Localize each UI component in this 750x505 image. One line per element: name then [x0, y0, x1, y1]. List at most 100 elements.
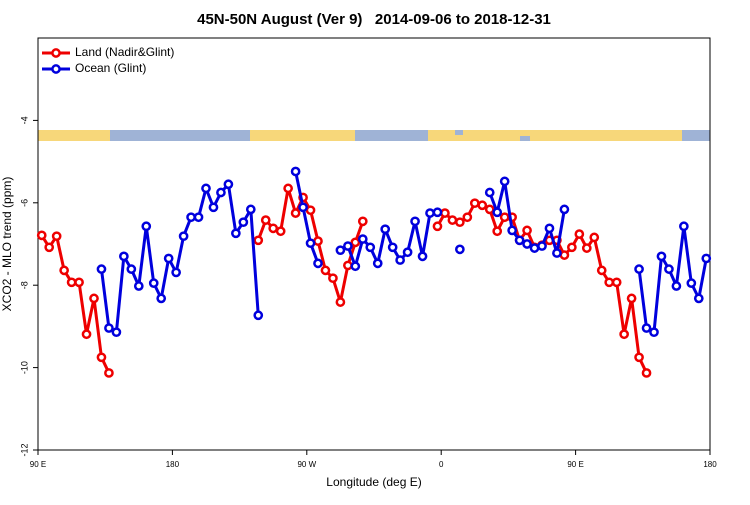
- data-point: [604, 277, 615, 288]
- y-axis-label: XCO2 - MLO trend (ppm): [0, 177, 14, 312]
- data-point: [634, 264, 644, 274]
- data-point: [477, 200, 488, 211]
- data-point: [484, 204, 495, 215]
- data-point: [89, 293, 99, 304]
- data-point: [372, 258, 383, 269]
- data-point: [119, 251, 129, 262]
- x-tick-label: 90 E: [567, 460, 583, 469]
- data-point: [320, 265, 331, 276]
- data-point: [455, 217, 465, 228]
- data-point: [357, 234, 368, 244]
- legend-marker: [51, 64, 61, 74]
- data-point: [201, 183, 211, 194]
- data-point: [343, 260, 353, 271]
- land-strip: [38, 130, 110, 141]
- data-point: [223, 179, 234, 190]
- data-point: [350, 237, 361, 248]
- data-point: [641, 368, 652, 378]
- legend-label: Land (Nadir&Glint): [75, 45, 174, 59]
- data-point: [81, 329, 92, 340]
- data-point: [66, 277, 77, 288]
- data-point: [96, 352, 107, 363]
- data-point: [469, 198, 480, 209]
- map-strip: [38, 130, 710, 141]
- data-point: [36, 230, 47, 241]
- data-point: [44, 242, 55, 253]
- data-point: [641, 323, 652, 333]
- data-point: [148, 278, 159, 288]
- y-tick-label: -6: [19, 199, 29, 207]
- data-point: [499, 212, 510, 223]
- x-tick-label: 90 E: [30, 460, 46, 469]
- data-point: [447, 215, 458, 225]
- data-point: [245, 204, 256, 215]
- y-tick-label: -10: [19, 361, 29, 374]
- data-point: [402, 247, 413, 258]
- data-point: [544, 223, 555, 234]
- data-point: [701, 253, 712, 264]
- ocean-strip: [38, 130, 710, 141]
- data-point: [305, 238, 316, 249]
- data-point: [492, 207, 503, 218]
- data-point: [679, 221, 689, 232]
- data-point: [626, 293, 637, 304]
- data-point: [51, 231, 62, 242]
- data-point: [253, 235, 264, 246]
- data-point: [529, 243, 540, 253]
- data-point: [455, 244, 465, 255]
- data-point: [268, 223, 279, 234]
- data-point: [313, 258, 323, 269]
- data-point: [163, 253, 174, 264]
- data-point: [238, 217, 249, 228]
- data-point: [260, 215, 271, 225]
- data-point: [507, 225, 517, 236]
- data-point: [350, 261, 361, 272]
- data-point: [290, 166, 301, 177]
- data-point: [74, 277, 84, 288]
- data-point: [484, 187, 495, 198]
- data-point: [126, 264, 137, 274]
- data-point: [313, 236, 323, 246]
- y-tick-label: -8: [19, 281, 29, 289]
- data-point: [440, 208, 450, 218]
- data-point: [559, 250, 570, 260]
- data-point: [559, 204, 570, 215]
- data-point: [552, 248, 562, 258]
- data-point: [567, 242, 577, 253]
- data-point: [499, 176, 510, 187]
- data-point: [537, 241, 547, 251]
- data-point: [619, 329, 629, 340]
- plot-frame: [37, 37, 711, 451]
- ocean-strip: [520, 136, 530, 141]
- data-point: [634, 352, 644, 363]
- data-point: [522, 239, 532, 249]
- land-strip: [250, 130, 355, 141]
- data-point: [596, 265, 607, 276]
- y-tick-label: -4: [19, 116, 29, 124]
- data-point: [574, 229, 585, 239]
- data-point: [664, 264, 674, 274]
- data-point: [462, 212, 473, 223]
- data-point: [104, 368, 114, 378]
- data-point: [581, 243, 592, 253]
- data-point: [290, 208, 301, 218]
- data-point: [328, 273, 338, 284]
- x-tick-label: 90 W: [297, 460, 316, 469]
- data-point: [380, 224, 391, 235]
- legend-marker: [51, 48, 61, 58]
- data-point: [275, 226, 286, 237]
- data-point: [111, 327, 122, 338]
- data-point: [141, 221, 152, 232]
- data-point: [686, 278, 697, 288]
- data-point: [253, 310, 264, 321]
- data-point: [335, 297, 346, 307]
- data-point: [104, 323, 114, 333]
- data-point: [425, 208, 435, 218]
- data-point: [156, 293, 167, 304]
- data-point: [492, 226, 503, 237]
- data-point: [133, 281, 144, 291]
- data-point: [305, 205, 316, 216]
- x-tick-label: 180: [166, 460, 180, 469]
- data-point: [171, 267, 181, 278]
